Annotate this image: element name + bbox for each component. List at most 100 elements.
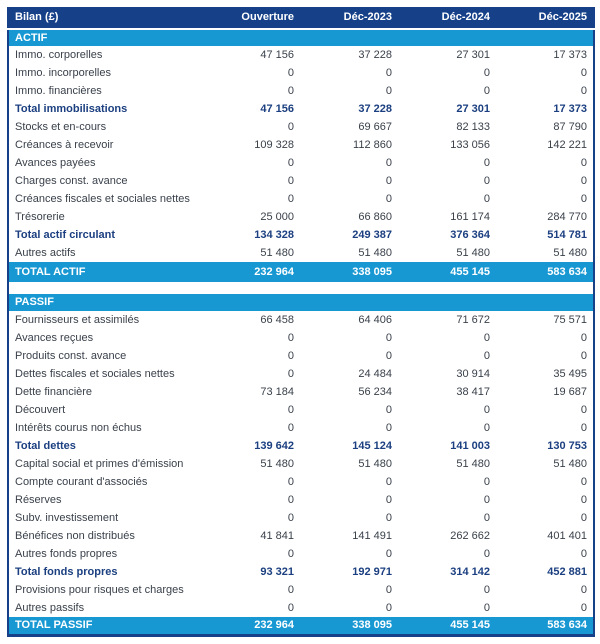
header-title: Bilan (£) [7,7,202,30]
total-value: 232 964 [202,262,300,282]
cell-value: 0 [202,545,300,563]
cell-value: 0 [202,347,300,365]
table-header-row: Bilan (£) Ouverture Déc-2023 Déc-2024 Dé… [7,7,595,30]
cell-value: 0 [398,491,496,509]
row-label: Intérêts courus non échus [7,419,202,437]
row-label: Créances fiscales et sociales nettes [7,190,202,208]
table-row: Dette financière 73 184 56 234 38 417 19 687 [7,383,595,401]
cell-value: 56 234 [300,383,398,401]
row-label: Avances payées [7,154,202,172]
cell-value: 0 [202,599,300,617]
cell-value: 0 [398,347,496,365]
cell-value: 19 687 [496,383,595,401]
table-row: Trésorerie 25 000 66 860 161 174 284 770 [7,208,595,226]
cell-value: 141 003 [398,437,496,455]
cell-value: 133 056 [398,136,496,154]
cell-value: 69 667 [300,118,398,136]
cell-value: 192 971 [300,563,398,581]
table-row: Intérêts courus non échus 0 0 0 0 [7,419,595,437]
row-label: Découvert [7,401,202,419]
cell-value: 0 [300,419,398,437]
cell-value: 0 [202,82,300,100]
row-label: Stocks et en-cours [7,118,202,136]
row-label: Total immobilisations [7,100,202,118]
table-row: Immo. financières 0 0 0 0 [7,82,595,100]
cell-value: 64 406 [300,311,398,329]
total-row-passif: TOTAL PASSIF 232 964 338 095 455 145 583 634 [7,617,595,637]
table-row: Subv. investissement 0 0 0 0 [7,509,595,527]
cell-value: 376 364 [398,226,496,244]
cell-value: 0 [300,82,398,100]
row-label: Dettes fiscales et sociales nettes [7,365,202,383]
cell-value: 0 [496,347,595,365]
total-value: 455 145 [398,617,496,637]
subtotal-row: Total actif circulant 134 328 249 387 376 3… [7,226,595,244]
row-label: Réserves [7,491,202,509]
cell-value: 0 [300,581,398,599]
cell-value: 0 [202,190,300,208]
cell-value: 0 [496,599,595,617]
cell-value: 142 221 [496,136,595,154]
cell-value: 17 373 [496,100,595,118]
cell-value: 66 860 [300,208,398,226]
table-body: ACTIF Immo. corporelles 47 156 37 228 27 301… [7,29,595,637]
cell-value: 0 [202,64,300,82]
cell-value: 0 [300,154,398,172]
header-col-ouverture: Ouverture [202,7,300,30]
table-row: Découvert 0 0 0 0 [7,401,595,419]
row-label: Charges const. avance [7,172,202,190]
cell-value: 0 [202,473,300,491]
cell-value: 262 662 [398,527,496,545]
table-row: Charges const. avance 0 0 0 0 [7,172,595,190]
cell-value: 0 [496,473,595,491]
table-row: Immo. incorporelles 0 0 0 0 [7,64,595,82]
cell-value: 0 [398,154,496,172]
cell-value: 0 [398,329,496,347]
row-label: Total dettes [7,437,202,455]
table-row: Produits const. avance 0 0 0 0 [7,347,595,365]
cell-value: 0 [398,190,496,208]
row-label: Total actif circulant [7,226,202,244]
table-row: Bénéfices non distribués 41 841 141 491 262… [7,527,595,545]
subtotal-row: Total dettes 139 642 145 124 141 003 130 753 [7,437,595,455]
cell-value: 0 [496,329,595,347]
cell-value: 0 [202,365,300,383]
cell-value: 0 [398,545,496,563]
cell-value: 38 417 [398,383,496,401]
total-value: 338 095 [300,262,398,282]
section-title: PASSIF [7,294,595,311]
row-label: Fournisseurs et assimilés [7,311,202,329]
total-value: 232 964 [202,617,300,637]
cell-value: 0 [496,491,595,509]
row-label: Immo. corporelles [7,46,202,64]
table-row: Autres passifs 0 0 0 0 [7,599,595,617]
total-value: 455 145 [398,262,496,282]
table-row: Fournisseurs et assimilés 66 458 64 406 71 … [7,311,595,329]
section-title: ACTIF [7,29,595,46]
cell-value: 93 321 [202,563,300,581]
cell-value: 161 174 [398,208,496,226]
balance-sheet-table: Bilan (£) Ouverture Déc-2023 Déc-2024 Dé… [7,7,595,637]
cell-value: 0 [202,329,300,347]
cell-value: 0 [300,64,398,82]
cell-value: 87 790 [496,118,595,136]
cell-value: 249 387 [300,226,398,244]
header-col-dec-2025: Déc-2025 [496,7,595,30]
row-label: Autres passifs [7,599,202,617]
row-label: Immo. financières [7,82,202,100]
table-row: Avances reçues 0 0 0 0 [7,329,595,347]
cell-value: 47 156 [202,100,300,118]
subtotal-row: Total immobilisations 47 156 37 228 27 301 1… [7,100,595,118]
cell-value: 0 [496,545,595,563]
table-row: Autres fonds propres 0 0 0 0 [7,545,595,563]
section-band-actif: ACTIF [7,29,595,46]
table-row: Autres actifs 51 480 51 480 51 480 51 480 [7,244,595,262]
cell-value: 0 [398,64,496,82]
cell-value: 112 860 [300,136,398,154]
cell-value: 47 156 [202,46,300,64]
cell-value: 0 [398,82,496,100]
cell-value: 0 [398,509,496,527]
row-label: Compte courant d'associés [7,473,202,491]
cell-value: 17 373 [496,46,595,64]
cell-value: 0 [496,581,595,599]
